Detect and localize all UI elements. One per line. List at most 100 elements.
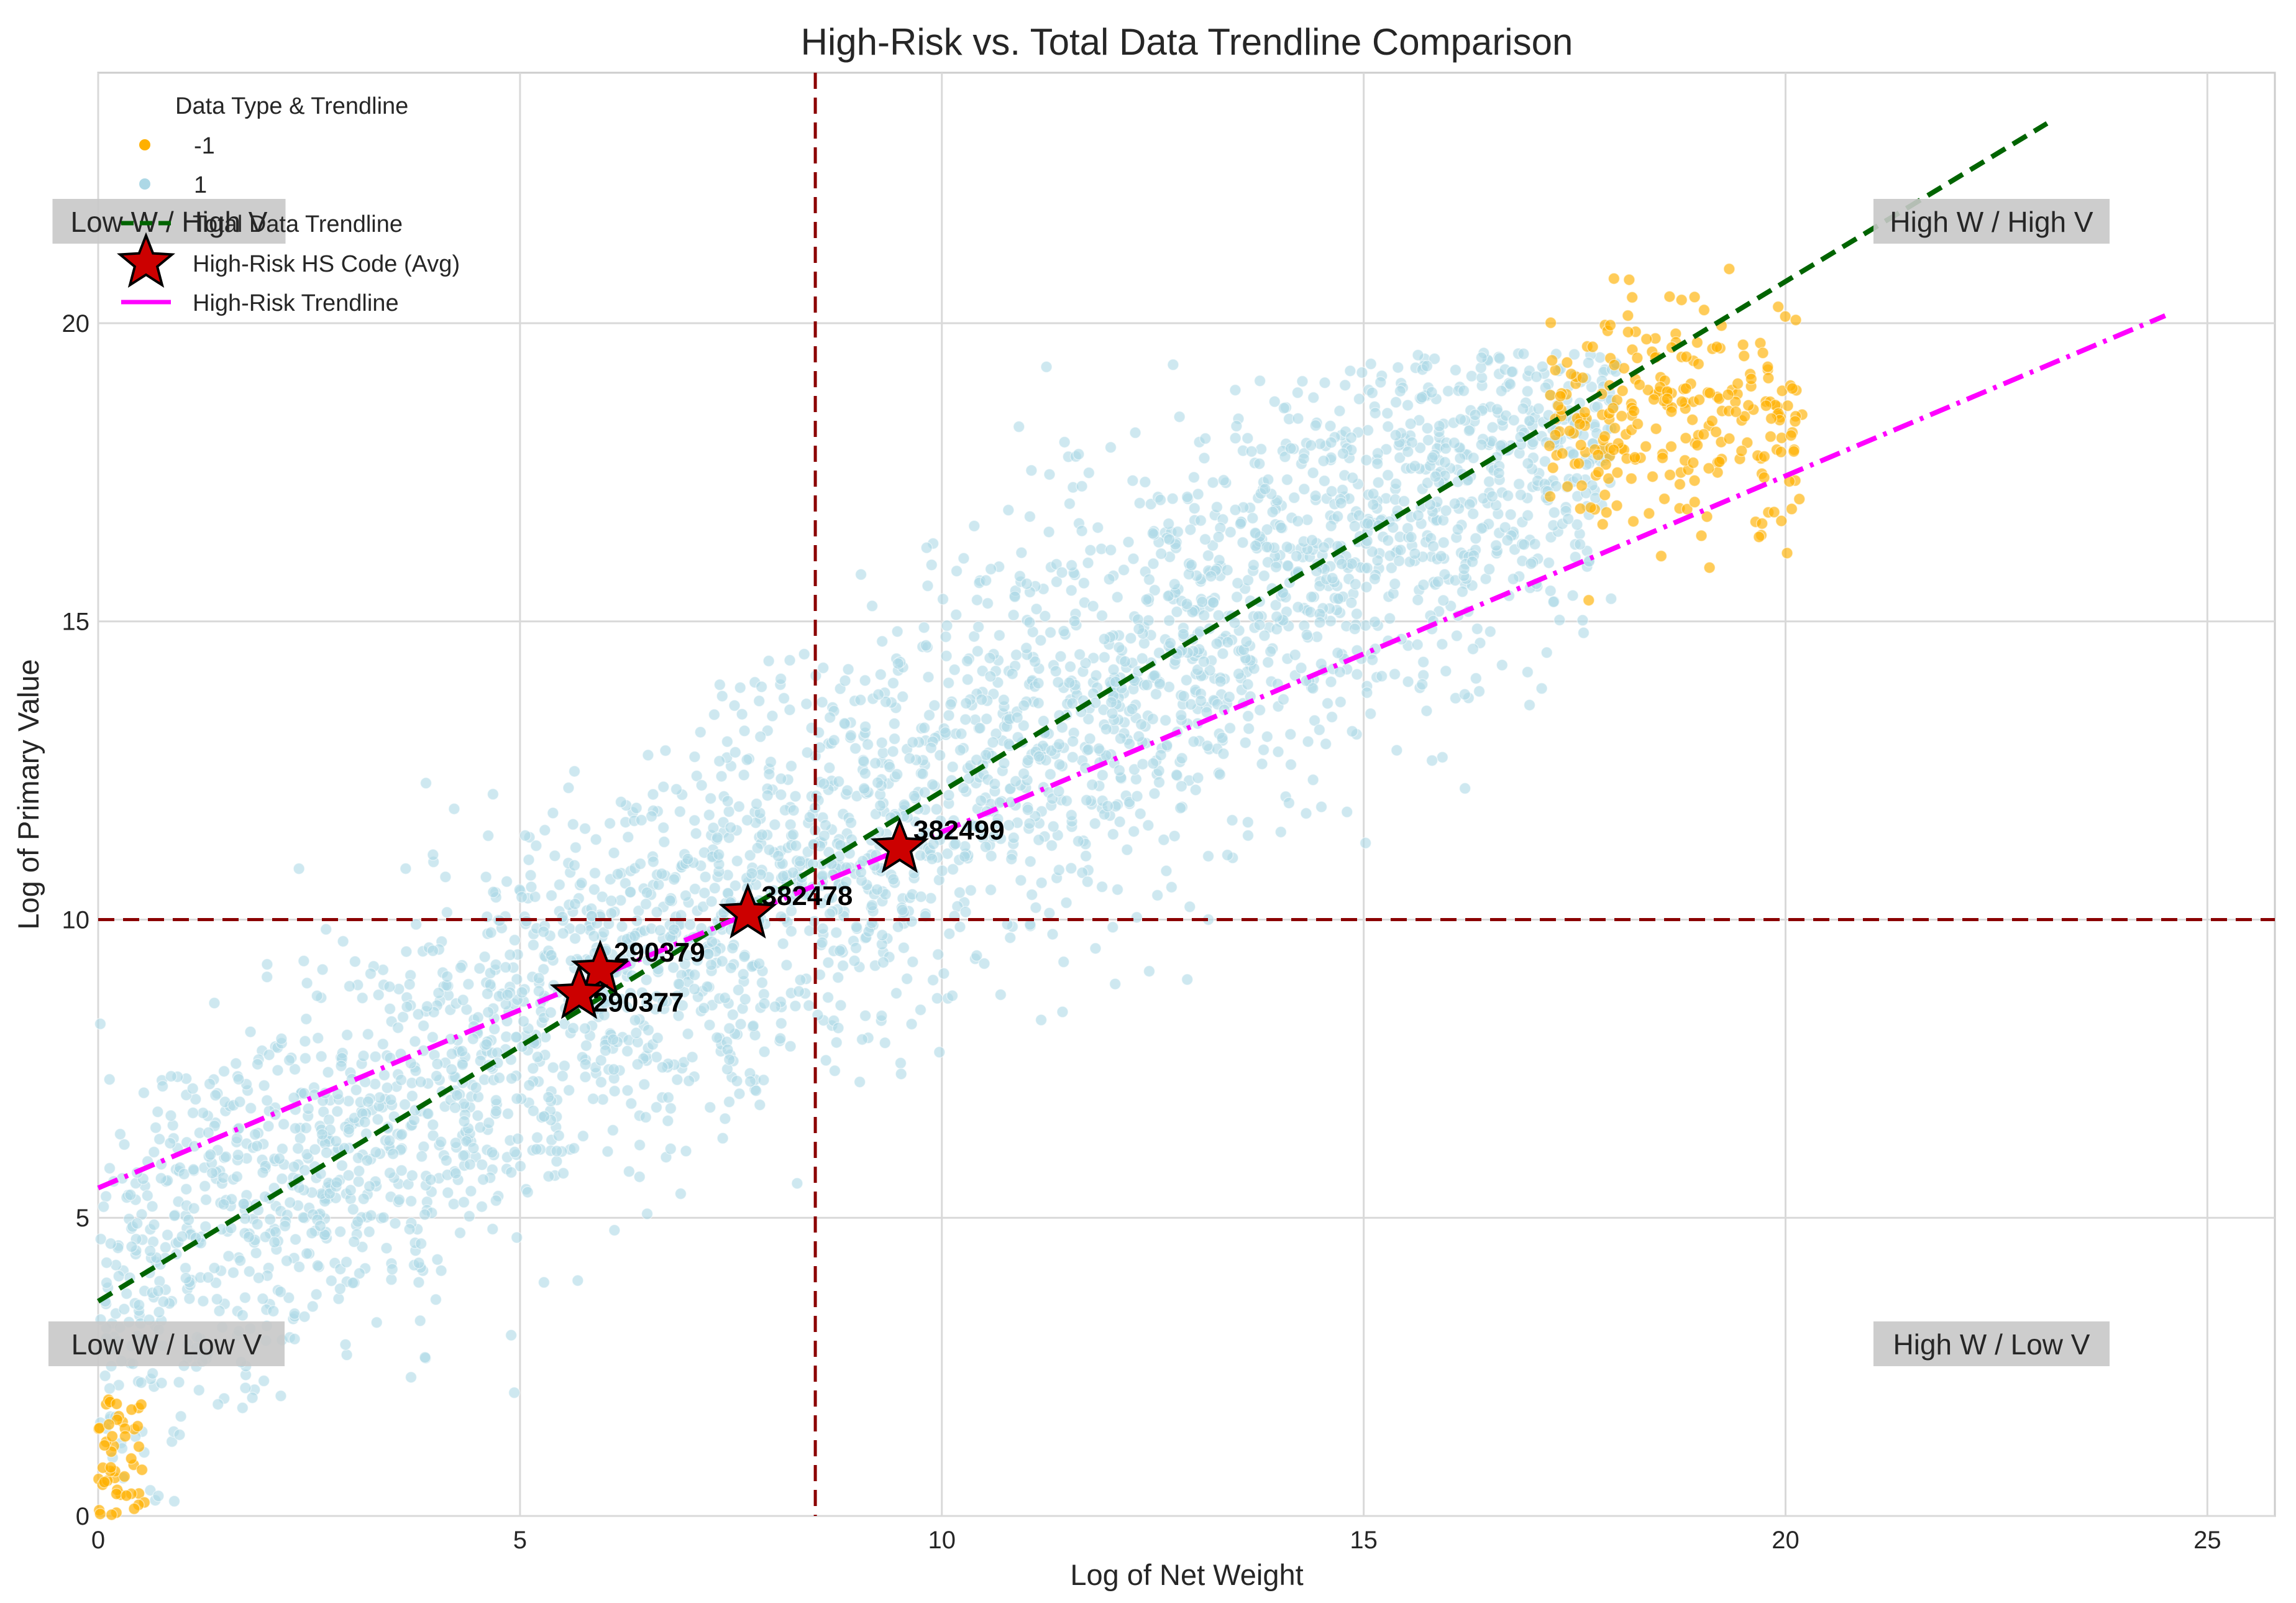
data-point-positive — [1022, 754, 1035, 766]
data-point-positive — [1361, 424, 1374, 437]
data-point-positive — [1148, 788, 1161, 800]
data-point-positive — [1325, 710, 1338, 723]
data-point-positive — [1153, 776, 1166, 789]
data-point-positive — [533, 985, 545, 998]
data-point-positive — [414, 1315, 426, 1327]
data-point-positive — [853, 1075, 866, 1088]
data-point-positive — [1504, 508, 1517, 521]
data-point-positive — [1452, 523, 1465, 536]
data-point-positive — [832, 775, 845, 788]
data-point-positive — [595, 1076, 608, 1088]
data-point-positive — [400, 945, 413, 958]
data-point-positive — [1350, 607, 1363, 620]
data-point-positive — [276, 1172, 288, 1185]
data-point-positive — [642, 1024, 655, 1037]
data-point-positive — [352, 1215, 364, 1228]
data-point-positive — [1544, 584, 1557, 597]
data-point-positive — [775, 788, 787, 801]
data-point-positive — [1043, 468, 1056, 481]
data-point-positive — [721, 1044, 734, 1056]
data-point-positive — [1270, 610, 1283, 623]
data-point-positive — [480, 1038, 493, 1051]
data-point-positive — [1295, 661, 1307, 674]
data-point-positive — [679, 889, 692, 902]
data-point-positive — [608, 1224, 621, 1237]
data-point-positive — [477, 1173, 490, 1186]
data-point-negative — [1611, 466, 1624, 479]
data-point-positive — [1045, 839, 1058, 852]
data-point-positive — [894, 1057, 907, 1070]
data-point-negative — [1627, 515, 1640, 528]
high-risk-label: 290377 — [593, 987, 684, 1017]
data-point-positive — [1388, 668, 1401, 681]
data-point-negative — [118, 1470, 131, 1483]
data-point-positive — [431, 1253, 444, 1266]
data-point-positive — [819, 819, 832, 832]
data-point-positive — [1080, 794, 1093, 807]
data-point-positive — [729, 880, 742, 892]
data-point-positive — [175, 1410, 187, 1423]
data-point-positive — [1037, 715, 1050, 727]
data-point-negative — [1723, 262, 1736, 275]
data-point-positive — [859, 1009, 872, 1022]
data-point-positive — [1337, 448, 1350, 460]
data-point-positive — [490, 1105, 503, 1118]
data-point-positive — [350, 1083, 362, 1096]
data-point-positive — [1087, 600, 1099, 612]
data-point-negative — [1688, 474, 1701, 487]
data-point-positive — [391, 1021, 405, 1034]
data-point-positive — [1521, 385, 1534, 398]
data-point-positive — [447, 1198, 460, 1210]
data-point-positive — [252, 1272, 265, 1284]
data-point-positive — [656, 1061, 669, 1073]
data-point-positive — [667, 923, 680, 936]
data-point-positive — [1432, 576, 1444, 588]
data-point-positive — [971, 949, 983, 962]
data-point-negative — [1544, 490, 1557, 503]
data-point-positive — [298, 955, 310, 967]
data-point-positive — [736, 708, 748, 720]
data-point-positive — [454, 962, 467, 974]
data-point-positive — [275, 1390, 287, 1402]
data-point-positive — [1346, 472, 1359, 484]
data-point-positive — [1499, 521, 1512, 534]
data-point-positive — [511, 1092, 523, 1105]
data-point-positive — [869, 757, 882, 769]
data-point-positive — [1188, 502, 1201, 515]
data-point-positive — [907, 736, 919, 748]
data-point-negative — [1565, 367, 1578, 380]
data-point-positive — [1162, 590, 1174, 602]
x-tick-label: 5 — [513, 1527, 527, 1554]
data-point-positive — [251, 1058, 264, 1070]
data-point-positive — [1256, 758, 1268, 770]
data-point-positive — [1134, 807, 1146, 820]
data-point-positive — [413, 1276, 425, 1288]
data-point-positive — [196, 1106, 209, 1119]
data-point-negative — [1599, 489, 1611, 502]
data-point-positive — [1068, 615, 1081, 628]
data-point-positive — [362, 1028, 375, 1040]
data-point-positive — [1304, 439, 1317, 452]
data-point-positive — [1132, 730, 1145, 743]
legend-marker-positive — [139, 178, 150, 190]
data-point-negative — [1629, 451, 1641, 464]
data-point-positive — [530, 1143, 542, 1155]
data-point-positive — [723, 1053, 736, 1066]
data-point-positive — [579, 822, 592, 835]
series-positive-points — [92, 347, 1622, 1508]
data-point-positive — [1098, 633, 1111, 645]
data-point-positive — [890, 987, 903, 999]
data-point-positive — [1292, 601, 1304, 613]
data-point-positive — [1204, 664, 1216, 677]
data-point-positive — [1035, 634, 1047, 646]
data-point-positive — [1066, 751, 1079, 764]
data-point-positive — [251, 1218, 263, 1231]
data-point-positive — [1224, 526, 1237, 538]
data-point-positive — [1216, 732, 1228, 744]
data-point-positive — [791, 1177, 803, 1190]
data-point-positive — [1475, 361, 1488, 374]
data-point-positive — [1456, 586, 1469, 598]
data-point-positive — [505, 1166, 518, 1179]
data-point-negative — [1639, 440, 1652, 453]
data-point-positive — [380, 1242, 393, 1254]
